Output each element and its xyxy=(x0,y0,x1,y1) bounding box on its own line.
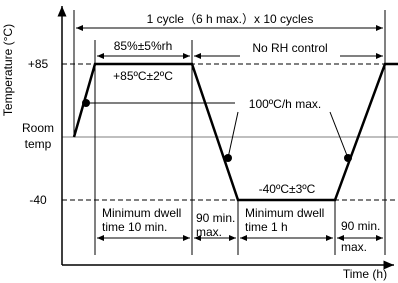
low-temp-label: -40ºC±3ºC xyxy=(259,182,316,196)
guides xyxy=(73,10,386,255)
dwell-label: time 10 min. xyxy=(102,220,167,234)
cycle-label: 1 cycle（6 h max.）x 10 cycles xyxy=(147,12,314,26)
temperature-profile xyxy=(72,62,398,202)
ramp-dots xyxy=(82,99,352,162)
dwell-label: time 1 h xyxy=(245,220,288,234)
ramp-time-label: 90 min. xyxy=(196,211,235,225)
dwell-label: Minimum dwell xyxy=(102,206,181,220)
dwell-label: Minimum dwell xyxy=(245,206,324,220)
y-label: -40 xyxy=(29,193,47,207)
ramp-time-label: max. xyxy=(196,225,222,239)
y-title: Temperature (°C) xyxy=(1,24,15,116)
ramp-label: 100ºC/h max. xyxy=(249,97,321,111)
x-title: Time (h) xyxy=(343,267,387,281)
high-temp-label: +85ºC±2ºC xyxy=(113,69,173,83)
no-rh-label: No RH control xyxy=(252,41,327,55)
y-label: Room xyxy=(22,121,54,135)
ramp-time-label: max. xyxy=(341,240,367,254)
y-label: temp xyxy=(25,137,52,151)
y-label: +85 xyxy=(28,57,49,71)
humidity-label: 85%±5%rh xyxy=(114,39,173,53)
ramp-time-label: 90 min. xyxy=(341,219,380,233)
